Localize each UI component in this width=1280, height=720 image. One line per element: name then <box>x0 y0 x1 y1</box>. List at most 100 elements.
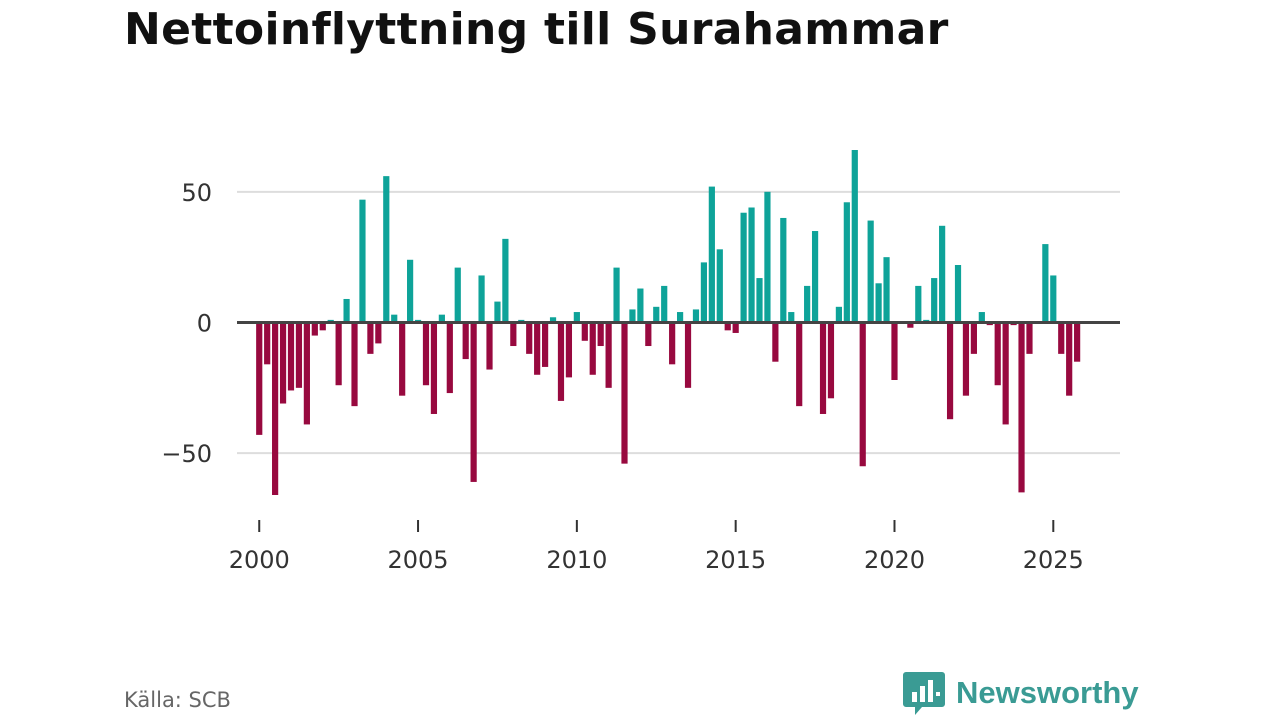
bar <box>954 265 962 323</box>
bar <box>661 285 668 323</box>
bar <box>915 285 922 323</box>
newsworthy-logo-icon <box>903 672 945 715</box>
bar <box>256 322 263 435</box>
bar <box>589 322 596 375</box>
bar <box>684 322 692 388</box>
bar <box>407 259 414 323</box>
bar <box>557 322 565 401</box>
bar <box>788 312 795 323</box>
bar <box>351 322 358 407</box>
bar <box>891 322 898 380</box>
bar <box>1058 322 1065 354</box>
bar <box>764 191 771 323</box>
bar <box>478 275 485 323</box>
bar <box>605 322 612 388</box>
bar <box>621 322 628 464</box>
bar <box>653 306 660 323</box>
bar <box>565 322 573 378</box>
x-tick-label: 2000 <box>229 546 290 574</box>
bar <box>399 322 406 396</box>
bar <box>264 322 271 365</box>
bar <box>939 225 946 323</box>
bar <box>843 202 850 323</box>
y-tick-label: −50 <box>161 440 212 468</box>
bar <box>946 322 954 420</box>
bar <box>875 283 882 323</box>
bar <box>732 322 739 333</box>
bar <box>851 150 858 323</box>
bar <box>335 322 342 386</box>
bar <box>311 322 318 336</box>
bar <box>994 322 1001 386</box>
bar <box>819 322 827 414</box>
bar <box>692 309 700 323</box>
bars <box>256 150 1081 495</box>
bar <box>343 298 350 323</box>
bar <box>748 207 755 323</box>
bar <box>597 322 604 347</box>
bar <box>1018 322 1025 493</box>
bar <box>724 322 731 331</box>
bar <box>804 285 811 323</box>
bar <box>391 314 398 323</box>
bar <box>494 301 501 323</box>
bar <box>573 312 580 323</box>
bar <box>740 212 747 323</box>
y-tick-label: 50 <box>181 179 212 207</box>
y-axis: 50 0 −50 <box>161 179 212 468</box>
bar <box>962 322 970 396</box>
bar <box>907 322 914 328</box>
bar <box>835 306 842 323</box>
bar <box>796 322 803 407</box>
bar <box>295 322 303 388</box>
bar <box>287 322 295 391</box>
x-tick-label: 2010 <box>546 546 607 574</box>
bar <box>883 257 890 323</box>
bar <box>645 322 652 347</box>
source-note: Källa: SCB <box>124 688 231 712</box>
bar <box>827 322 835 399</box>
bar <box>446 322 453 394</box>
x-axis: 2000 2005 2010 2015 2020 2025 <box>229 520 1084 574</box>
bar <box>375 322 382 344</box>
x-tick-label: 2020 <box>864 546 925 574</box>
chart-title: Nettoinflyttning till Surahammar <box>124 4 949 55</box>
x-tick-label: 2005 <box>388 546 449 574</box>
bar <box>867 220 874 323</box>
bar <box>454 267 461 323</box>
bar <box>859 322 866 467</box>
x-tick-label: 2015 <box>705 546 766 574</box>
x-tick-label: 2025 <box>1023 546 1084 574</box>
y-tick-label: 0 <box>197 310 212 338</box>
bar <box>510 322 517 347</box>
bar <box>811 231 819 323</box>
bar <box>1002 322 1009 425</box>
bar <box>367 322 374 354</box>
bar <box>319 322 326 331</box>
bar <box>502 238 509 323</box>
bar <box>1050 275 1057 323</box>
brand-logo: Newsworthy <box>902 670 1139 716</box>
bar <box>359 199 366 323</box>
bar <box>303 322 310 425</box>
bar <box>462 322 469 360</box>
bar <box>772 322 779 362</box>
bar <box>613 267 620 323</box>
bar <box>422 322 430 386</box>
bar <box>1042 244 1049 323</box>
bar <box>637 288 644 323</box>
bar <box>526 322 533 354</box>
bar <box>1026 322 1033 354</box>
bar <box>581 322 588 341</box>
bar <box>669 322 676 365</box>
bar <box>756 278 763 323</box>
bar <box>542 322 549 367</box>
bar <box>272 322 279 495</box>
bar <box>780 217 787 323</box>
bar <box>430 322 438 414</box>
bar <box>708 186 715 323</box>
bar <box>676 312 684 323</box>
bar <box>716 249 723 323</box>
bar <box>486 322 493 370</box>
bar <box>931 278 938 323</box>
